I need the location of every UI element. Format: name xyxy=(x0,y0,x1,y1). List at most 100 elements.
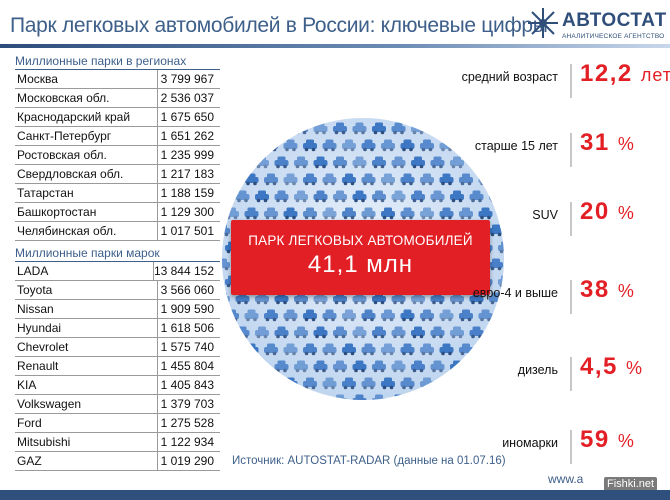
region-value: 2 536 037 xyxy=(160,91,214,105)
brand-name: Renault xyxy=(15,357,158,375)
logo-name: АВТОСТАТ xyxy=(562,10,667,31)
metric-label: иномарки xyxy=(502,436,558,450)
brand-row: LADA 13 844 152 xyxy=(15,262,220,281)
metric-separator xyxy=(570,357,572,391)
metric-number: 12,2 xyxy=(580,60,633,87)
source-note: Источник: AUTOSTAT-RADAR (данные на 01.0… xyxy=(232,455,506,467)
brand-name: Hyundai xyxy=(15,319,158,337)
brand-value: 1 405 843 xyxy=(160,378,214,392)
brand-row: Chevrolet 1 575 740 xyxy=(15,338,220,357)
metric-item: SUV 20 % xyxy=(380,198,662,242)
region-value: 1 129 300 xyxy=(160,205,214,219)
metric-unit: % xyxy=(617,281,635,301)
metric-number: 4,5 xyxy=(580,353,618,380)
brand-name: Mitsubishi xyxy=(15,433,158,451)
brand-row: Renault 1 455 804 xyxy=(15,357,220,376)
region-row: Башкортостан 1 129 300 xyxy=(15,203,220,222)
region-name: Ростовская обл. xyxy=(15,146,158,164)
brand-value: 1 618 506 xyxy=(160,321,214,335)
site-url: www.a xyxy=(548,472,584,486)
metric-number: 20 xyxy=(580,198,610,225)
brand-value: 3 566 060 xyxy=(160,283,214,297)
region-name: Краснодарский край xyxy=(15,108,158,126)
brand-row: Volkswagen 1 379 703 xyxy=(15,395,220,414)
metric-unit: % xyxy=(617,431,635,451)
region-row: Ростовская обл. 1 235 999 xyxy=(15,146,220,165)
region-row: Краснодарский край 1 675 650 xyxy=(15,108,220,127)
metric-number: 31 xyxy=(580,129,610,156)
brand-value: 1 122 934 xyxy=(160,435,214,449)
metric-separator xyxy=(570,133,572,167)
logo-star-icon xyxy=(528,8,558,38)
metric-number: 59 xyxy=(580,426,610,453)
metric-item: дизель 4,5 % xyxy=(380,353,662,397)
metric-unit: % xyxy=(617,203,635,223)
region-name: Московская обл. xyxy=(15,89,158,107)
metric-value: 31 % xyxy=(580,129,635,157)
metric-unit: % xyxy=(617,134,635,154)
metric-value: 59 % xyxy=(580,426,635,454)
metric-item: старше 15 лет 31 % xyxy=(380,129,662,173)
region-name: Свердловская обл. xyxy=(15,165,158,183)
region-row: Татарстан 1 188 159 xyxy=(15,184,220,203)
region-value: 1 235 999 xyxy=(160,148,214,162)
banner-title: ПАРК ЛЕГКОВЫХ АВТОМОБИЛЕЙ xyxy=(248,233,473,248)
metric-item: иномарки 59 % xyxy=(380,426,662,470)
metric-value: 12,2 лет xyxy=(580,60,670,88)
metric-unit: % xyxy=(626,358,644,378)
brand-row: Toyota 3 566 060 xyxy=(15,281,220,300)
brand-name: Chevrolet xyxy=(15,338,158,356)
region-row: Санкт-Петербург 1 651 262 xyxy=(15,127,220,146)
metric-number: 38 xyxy=(580,276,610,303)
page-title: Парк легковых автомобилей в России: ключ… xyxy=(10,14,548,37)
brand-name: Ford xyxy=(15,414,158,432)
brand-value: 1 019 290 xyxy=(160,454,214,468)
total-park-banner: ПАРК ЛЕГКОВЫХ АВТОМОБИЛЕЙ 41,1 млн xyxy=(231,220,490,295)
brand-value: 1 455 804 xyxy=(160,359,214,373)
watermark: Fishki.net xyxy=(604,477,658,491)
brand-name: KIA xyxy=(15,376,158,394)
region-name: Москва xyxy=(15,70,158,88)
metric-separator xyxy=(570,430,572,464)
metric-label: средний возраст xyxy=(461,70,558,84)
region-row: Москва 3 799 967 xyxy=(15,70,220,89)
brand-value: 1 575 740 xyxy=(160,340,214,354)
brand-row: Ford 1 275 528 xyxy=(15,414,220,433)
metric-value: 38 % xyxy=(580,276,635,304)
brand-name: Nissan xyxy=(15,300,158,318)
brand-row: Nissan 1 909 590 xyxy=(15,300,220,319)
brand-name: LADA xyxy=(15,262,154,280)
brand-row: Mitsubishi 1 122 934 xyxy=(15,433,220,452)
region-value: 1 675 650 xyxy=(160,110,214,124)
bottom-bar xyxy=(0,490,670,500)
autostat-logo: АВТОСТАТ АНАЛИТИЧЕСКОЕ АГЕНТСТВО xyxy=(526,4,666,46)
region-name: Татарстан xyxy=(15,184,158,202)
brands-heading: Миллионные парки марок xyxy=(15,246,220,262)
metric-label: дизель xyxy=(517,363,558,377)
metric-label: SUV xyxy=(532,208,558,222)
metric-separator xyxy=(570,280,572,314)
regions-heading: Миллионные парки в регионах xyxy=(15,54,220,70)
brand-value: 1 909 590 xyxy=(160,302,214,316)
brand-row: GAZ 1 019 290 xyxy=(15,452,220,471)
brand-name: GAZ xyxy=(15,452,158,470)
metric-value: 4,5 % xyxy=(580,353,643,381)
region-row: Свердловская обл. 1 217 183 xyxy=(15,165,220,184)
regions-table: Москва 3 799 967 Московская обл. 2 536 037 К… xyxy=(15,70,220,241)
metric-separator xyxy=(570,64,572,98)
brand-name: Toyota xyxy=(15,281,158,299)
brand-value: 1 379 703 xyxy=(160,397,214,411)
metric-label: евро-4 и выше xyxy=(472,286,558,300)
brands-table: LADA 13 844 152 Toyota 3 566 060 Nissan 1 909… xyxy=(15,262,220,471)
metric-unit: лет xyxy=(640,65,670,85)
brand-name: Volkswagen xyxy=(15,395,158,413)
region-value: 3 799 967 xyxy=(160,72,214,86)
header-divider xyxy=(0,44,670,48)
metric-item: средний возраст 12,2 лет xyxy=(380,60,670,104)
region-value: 1 217 183 xyxy=(160,167,214,181)
metric-value: 20 % xyxy=(580,198,635,226)
region-value: 1 188 159 xyxy=(160,186,214,200)
brand-value: 1 275 528 xyxy=(160,416,214,430)
logo-subtitle: АНАЛИТИЧЕСКОЕ АГЕНТСТВО xyxy=(562,33,665,40)
metric-separator xyxy=(570,202,572,236)
